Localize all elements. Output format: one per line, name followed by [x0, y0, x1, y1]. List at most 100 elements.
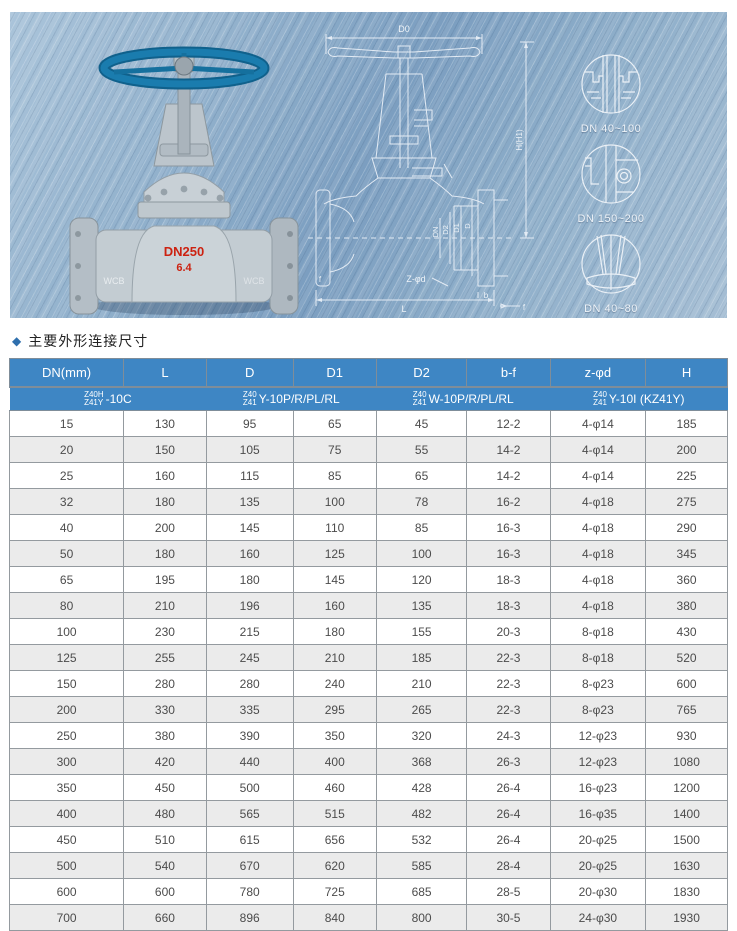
- table-cell: 482: [375, 800, 468, 827]
- model-bottom: Z41Y: [84, 398, 104, 407]
- table-cell: 145: [205, 514, 294, 541]
- table-cell: 615: [205, 826, 294, 853]
- col-header-h: H: [645, 358, 728, 388]
- table-row: 50 180 160 125 100 16-3 4-φ18 345: [8, 540, 728, 567]
- table-cell: 125: [8, 644, 125, 671]
- table-cell: 30-5: [466, 904, 551, 931]
- table-cell: 25: [8, 462, 125, 489]
- model-stack: Z40H Z41Y: [84, 391, 104, 407]
- table-cell: 26-4: [466, 774, 551, 801]
- table-row: 200 330 335 295 265 22-3 8-φ23 765: [8, 696, 728, 723]
- table-cell: 115: [205, 462, 294, 489]
- table-cell: 450: [8, 826, 125, 853]
- table-cell: 400: [292, 748, 377, 775]
- table-cell: 300: [8, 748, 125, 775]
- table-cell: 420: [123, 748, 207, 775]
- valve-photo: DN250 6.4 WCB WCB: [62, 26, 306, 318]
- table-cell: 565: [205, 800, 294, 827]
- table-cell: 16-3: [466, 514, 551, 541]
- section-title: ◆ 主要外形连接尺寸: [12, 330, 148, 352]
- table-cell: 8-φ18: [549, 618, 647, 645]
- table-cell: 200: [645, 436, 728, 463]
- table-cell: 460: [292, 774, 377, 801]
- table-cell: 4-φ18: [549, 566, 647, 593]
- table-cell: 330: [123, 696, 207, 723]
- table-cell: 280: [123, 670, 207, 697]
- table-cell: 160: [205, 540, 294, 567]
- table-cell: 135: [205, 488, 294, 515]
- table-cell: 160: [292, 592, 377, 619]
- table-row: 150 280 280 240 210 22-3 8-φ23 600: [8, 670, 728, 697]
- col-header-dn: DN(mm): [8, 358, 125, 388]
- table-cell: 22-3: [466, 644, 551, 671]
- table-cell: 1500: [645, 826, 728, 853]
- table-cell: 145: [292, 566, 377, 593]
- model-cell-2: Z40 Z41 Y-10P/R/PL/RL: [206, 386, 377, 411]
- table-cell: 725: [292, 878, 377, 905]
- table-cell: 350: [292, 722, 377, 749]
- dim-label-h: H(H1): [515, 129, 524, 151]
- table-cell: 16-2: [466, 488, 551, 515]
- table-cell: 26-3: [466, 748, 551, 775]
- table-row: 15 130 95 65 45 12-2 4-φ14 185: [8, 410, 728, 437]
- table-cell: 1630: [645, 852, 728, 879]
- table-body: 15 130 95 65 45 12-2 4-φ14 185 20 150 105 75 55 14-2 4…: [8, 410, 728, 931]
- table-cell: 1930: [645, 904, 728, 931]
- detail-view-3: DN 40~80: [556, 232, 666, 315]
- model-bottom: Z41: [412, 398, 427, 407]
- dim-label-d0: D0: [398, 24, 410, 34]
- dimension-table-wrap: DN(mm) L D D1 D2 b-f z-φd H Z40H Z41Y -1…: [8, 358, 728, 931]
- model-top: Z40: [593, 390, 607, 399]
- table-cell: 210: [375, 670, 468, 697]
- table-row: 300 420 440 400 368 26-3 12-φ23 1080: [8, 748, 728, 775]
- model-stack: Z40 Z41: [243, 391, 257, 407]
- table-cell: 100: [375, 540, 468, 567]
- table-cell: 4-φ18: [549, 540, 647, 567]
- table-cell: 240: [292, 670, 377, 697]
- valve-dn-marking: DN250: [164, 244, 204, 259]
- table-row: 20 150 105 75 55 14-2 4-φ14 200: [8, 436, 728, 463]
- col-header-bf: b-f: [466, 358, 551, 388]
- table-cell: 196: [205, 592, 294, 619]
- dimension-table: DN(mm) L D D1 D2 b-f z-φd H Z40H Z41Y -1…: [8, 358, 728, 931]
- table-cell: 32: [8, 488, 125, 515]
- table-cell: 45: [375, 410, 468, 437]
- table-cell: 1200: [645, 774, 728, 801]
- table-cell: 150: [8, 670, 125, 697]
- table-cell: 65: [375, 462, 468, 489]
- table-row: 80 210 196 160 135 18-3 4-φ18 380: [8, 592, 728, 619]
- table-cell: 500: [8, 852, 125, 879]
- table-cell: 280: [205, 670, 294, 697]
- table-cell: 100: [292, 488, 377, 515]
- table-cell: 1830: [645, 878, 728, 905]
- table-cell: 4-φ18: [549, 592, 647, 619]
- table-row: 400 480 565 515 482 26-4 16-φ35 1400: [8, 800, 728, 827]
- table-cell: 40: [8, 514, 125, 541]
- table-cell: 685: [375, 878, 468, 905]
- col-header-d1: D1: [292, 358, 377, 388]
- table-cell: 150: [123, 436, 207, 463]
- table-cell: 20-φ30: [549, 878, 647, 905]
- table-cell: 16-3: [466, 540, 551, 567]
- table-cell: 428: [375, 774, 468, 801]
- table-cell: 22-3: [466, 696, 551, 723]
- model-top: Z40H: [84, 390, 104, 399]
- detail-label: DN 150~200: [577, 213, 645, 225]
- table-cell: 15: [8, 410, 125, 437]
- table-cell: 65: [8, 566, 125, 593]
- model-cell-4: Z40 Z41 Y-10I (KZ41Y): [550, 386, 728, 411]
- table-cell: 12-φ23: [549, 748, 647, 775]
- table-cell: 95: [205, 410, 294, 437]
- table-cell: 335: [205, 696, 294, 723]
- seat-detail-icon: [581, 54, 641, 114]
- table-cell: 24-φ30: [549, 904, 647, 931]
- table-row: 25 160 115 85 65 14-2 4-φ14 225: [8, 462, 728, 489]
- model-bottom: Z41: [242, 398, 257, 407]
- dim-label-dn: DN: [431, 227, 440, 238]
- dim-label-d2: D2: [441, 225, 450, 235]
- table-cell: 255: [123, 644, 207, 671]
- table-cell: 225: [645, 462, 728, 489]
- table-cell: 4-φ14: [549, 436, 647, 463]
- table-cell: 78: [375, 488, 468, 515]
- table-cell: 160: [123, 462, 207, 489]
